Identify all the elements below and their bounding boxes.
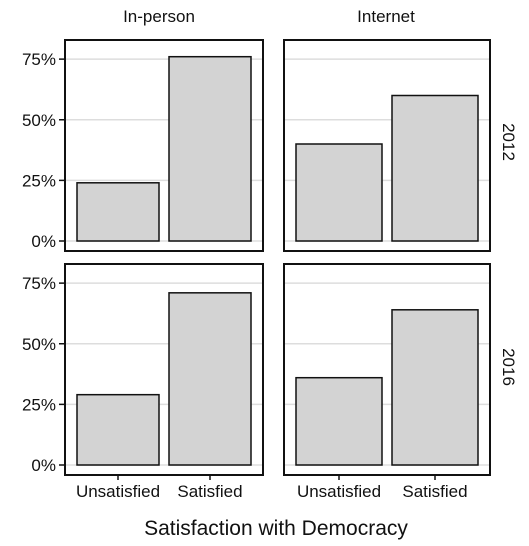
panels-layer: 0% 25% 50% 75% 0% 25% 50% 75% Unsatisfied Satisfi… xyxy=(22,39,491,501)
x-tick-label-unsatisfied: Unsatisfied xyxy=(297,482,381,501)
bar-in-person-2012-unsatisfied xyxy=(76,182,160,242)
column-facet-label-internet: Internet xyxy=(357,7,415,26)
x-tick-label-satisfied: Satisfied xyxy=(177,482,242,501)
bar-internet-2012-satisfied xyxy=(391,94,479,242)
y-tick-label-75: 75% xyxy=(22,274,56,293)
labels-layer: In-person Internet 2012 2016 Satisfactio… xyxy=(123,7,518,540)
y-tick-label-0: 0% xyxy=(31,456,56,475)
y-tick-label-0: 0% xyxy=(31,232,56,251)
bar-in-person-2016-satisfied xyxy=(168,292,252,466)
bar-internet-2016-unsatisfied xyxy=(295,376,383,466)
bar-internet-2012-unsatisfied xyxy=(295,143,383,242)
panel-frame xyxy=(283,39,491,252)
bar-internet-2016-satisfied xyxy=(391,309,479,466)
bar-in-person-2012-satisfied xyxy=(168,55,252,242)
y-tick-label-50: 50% xyxy=(22,335,56,354)
panel-internet-2012 xyxy=(283,39,491,252)
panel-frame xyxy=(283,263,491,476)
y-tick-label-75: 75% xyxy=(22,50,56,69)
column-facet-label-in-person: In-person xyxy=(123,7,195,26)
panel-frame xyxy=(64,263,264,476)
x-tick-label-unsatisfied: Unsatisfied xyxy=(76,482,160,501)
bar-in-person-2016-unsatisfied xyxy=(76,393,160,466)
panel-in-person-2012: 0% 25% 50% 75% xyxy=(22,39,264,252)
panel-internet-2016: Unsatisfied Satisfied xyxy=(283,263,491,501)
panel-frame xyxy=(64,39,264,252)
panel-in-person-2016: 0% 25% 50% 75% Unsatisfied Satisfied xyxy=(22,263,264,501)
x-axis-title: Satisfaction with Democracy xyxy=(144,517,408,540)
y-tick-label-25: 25% xyxy=(22,395,56,414)
row-facet-label-2016: 2016 xyxy=(499,348,518,386)
row-facet-label-2012: 2012 xyxy=(499,123,518,161)
y-tick-label-50: 50% xyxy=(22,111,56,130)
x-tick-label-satisfied: Satisfied xyxy=(402,482,467,501)
y-tick-label-25: 25% xyxy=(22,171,56,190)
